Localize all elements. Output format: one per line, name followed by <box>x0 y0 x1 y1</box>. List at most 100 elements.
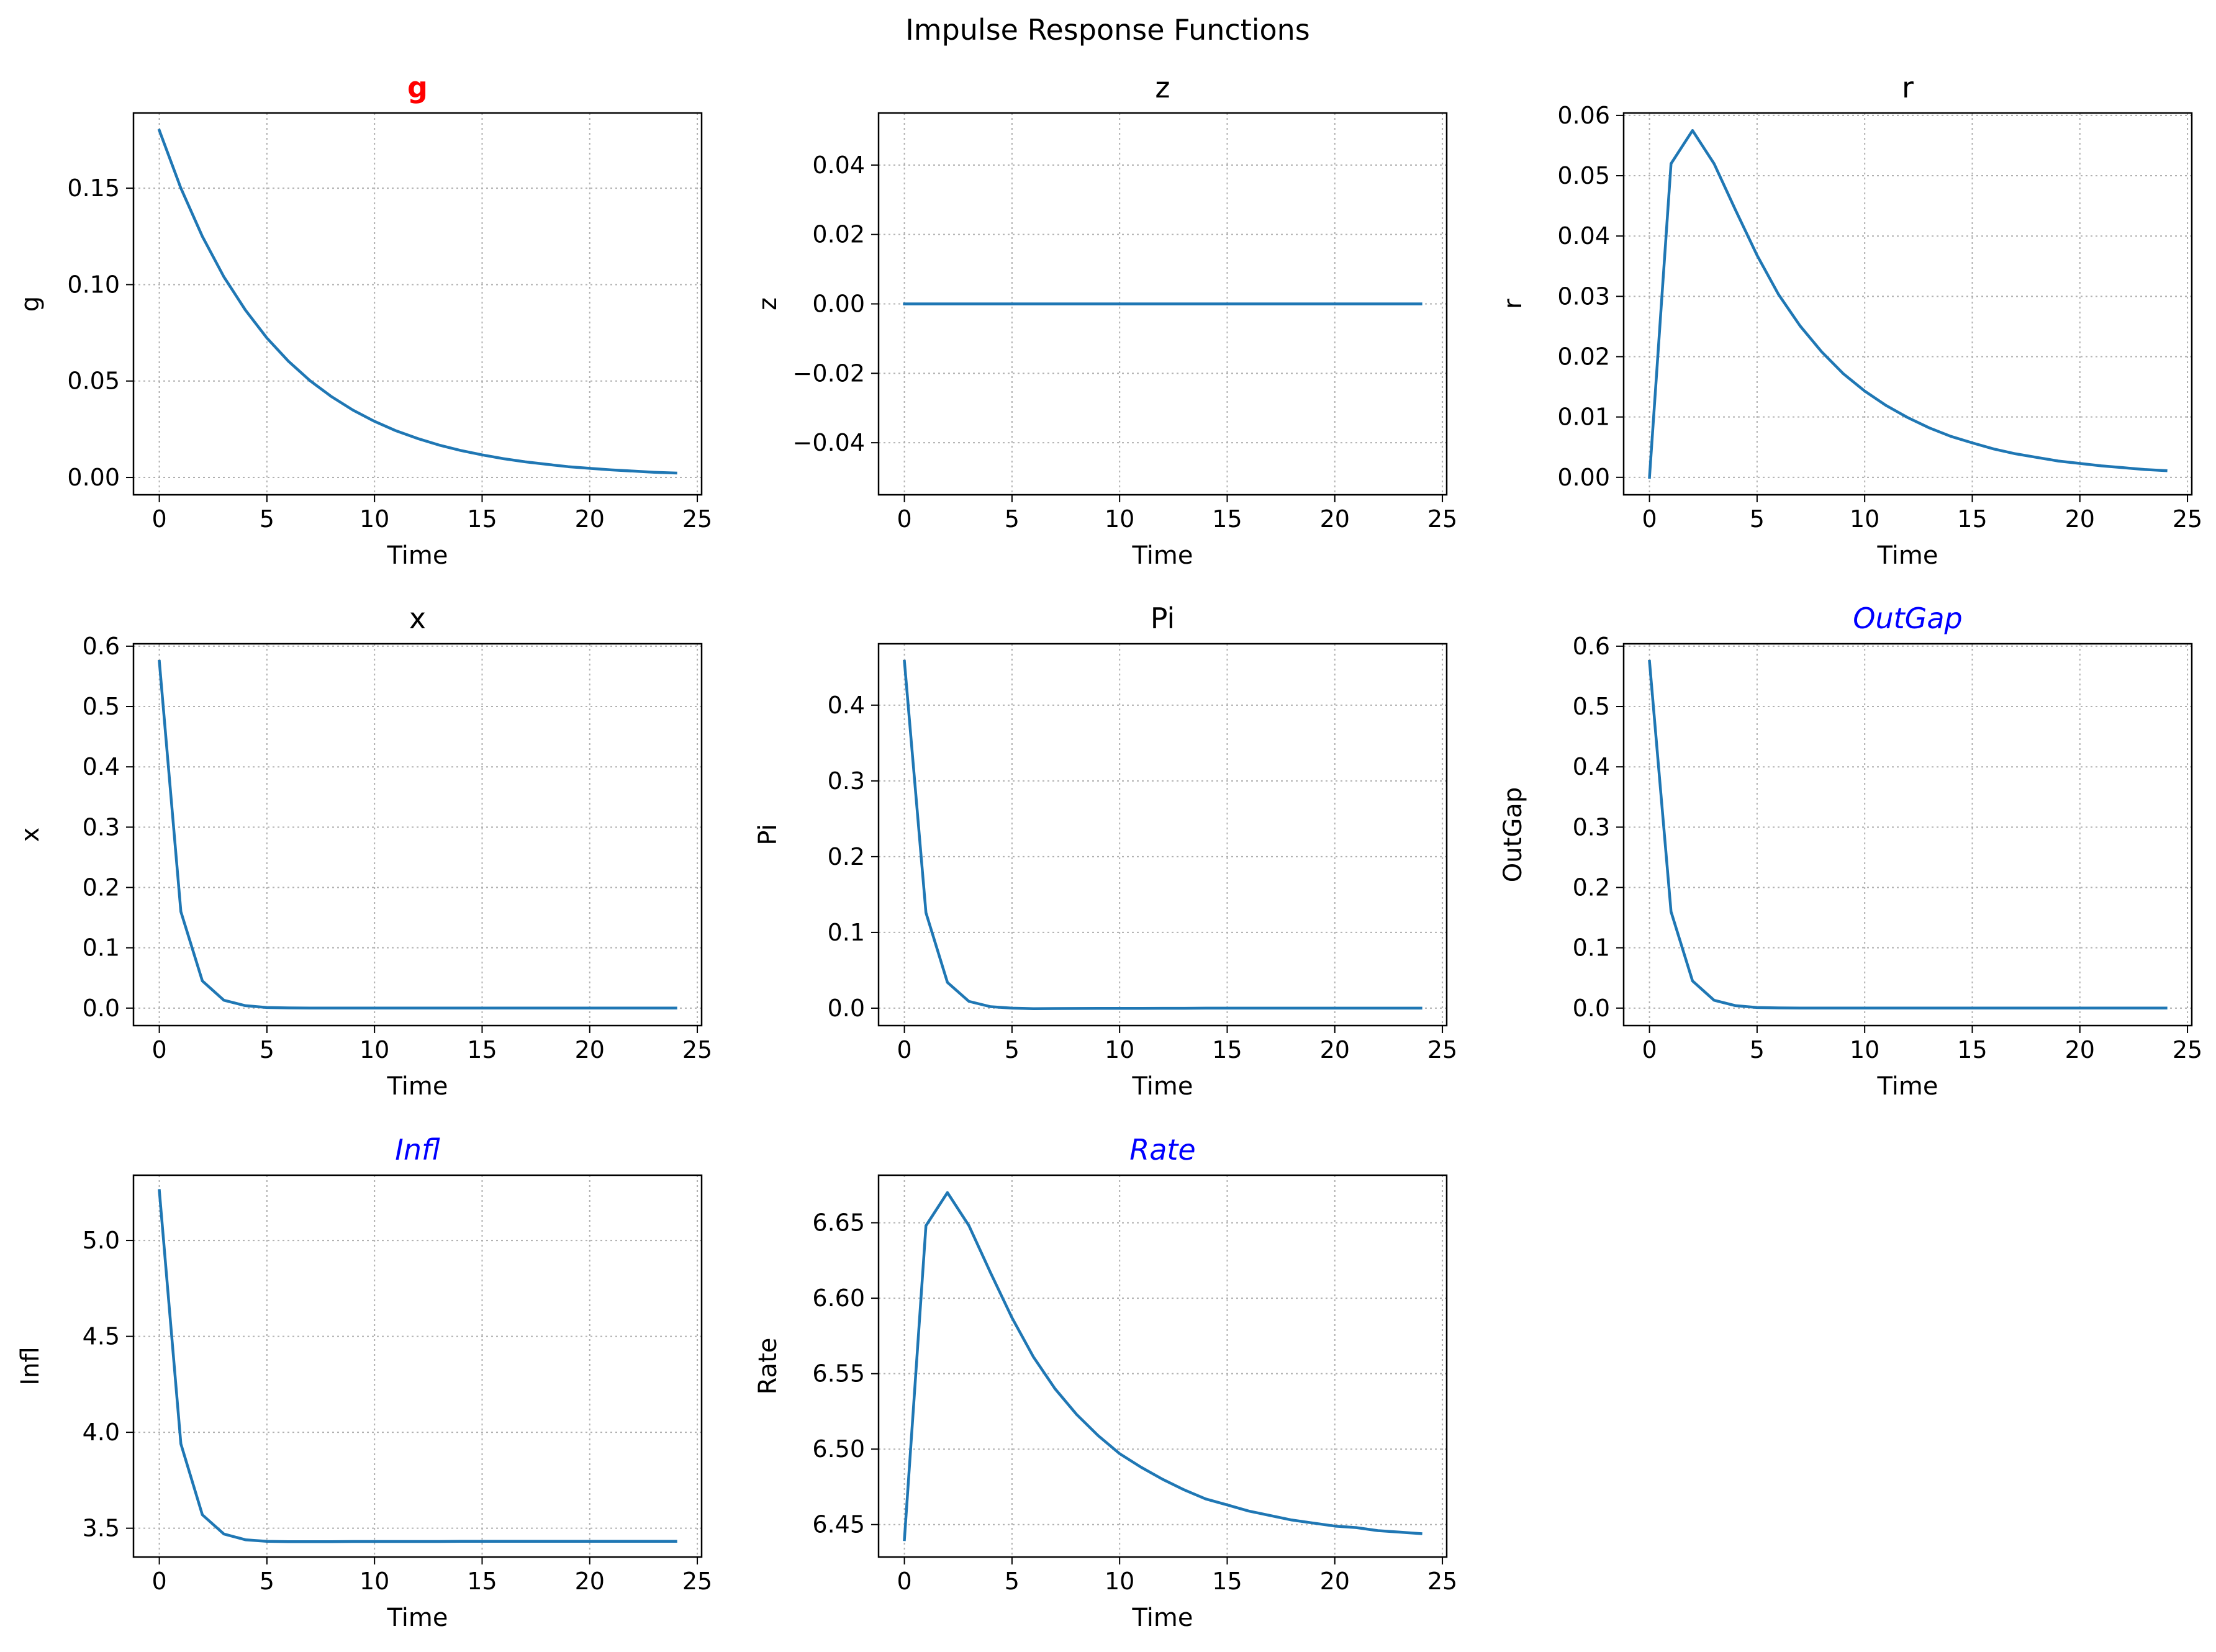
chart-4-xtick-label-0: 0 <box>152 1036 166 1063</box>
chart-5-ytick-label-1: 0.1 <box>828 919 865 946</box>
chart-3-ytick-label-0: 0.00 <box>1557 464 1610 491</box>
chart-1: 0 5 10 15 20 25 0.00 0.05 0.10 0.15 Time g g <box>16 71 712 570</box>
chart-5-xtick-label-3: 15 <box>1212 1036 1242 1063</box>
chart-7-ylabel: Infl <box>16 1347 45 1385</box>
chart-3-plot-frame <box>1622 112 2193 496</box>
chart-4-ytick-label-3: 0.3 <box>83 813 120 841</box>
chart-3-xtick-label-1: 5 <box>1750 505 1765 533</box>
chart-8-ylabel: Rate <box>754 1338 782 1395</box>
figure-title: Impulse Response Functions <box>905 13 1310 47</box>
chart-7: 0 5 10 15 20 25 3.5 4.0 4.5 5.0 Time Infl Infl <box>16 1133 712 1632</box>
chart-5-ytick-label-2: 0.2 <box>828 843 865 870</box>
chart-8-ytick-label-1: 6.50 <box>812 1435 865 1463</box>
chart-8-ytick-label-3: 6.60 <box>812 1284 865 1312</box>
chart-2-xtick-label-5: 25 <box>1427 505 1457 533</box>
chart-4-ytick-label-4: 0.4 <box>83 753 120 780</box>
chart-3-xtick-label-5: 25 <box>2173 505 2202 533</box>
chart-1-ytick-label-1: 0.05 <box>67 368 120 395</box>
chart-5-ytick-label-4: 0.4 <box>828 692 865 719</box>
chart-4-ytick-label-2: 0.2 <box>83 874 120 901</box>
chart-5-plot-frame <box>877 643 1448 1027</box>
chart-2-xtick-label-0: 0 <box>897 505 911 533</box>
chart-1-xtick-label-5: 25 <box>682 505 712 533</box>
chart-2-xtick-label-4: 20 <box>1320 505 1350 533</box>
chart-6-xtick-label-0: 0 <box>1642 1036 1657 1063</box>
chart-1-title: g <box>407 71 428 104</box>
chart-5-ytick-label-3: 0.3 <box>828 767 865 795</box>
chart-4-xtick-label-4: 20 <box>575 1036 605 1063</box>
chart-1-ytick-label-2: 0.10 <box>67 271 120 298</box>
chart-7-xtick-label-5: 25 <box>682 1568 712 1595</box>
chart-6-series-line <box>1648 659 2168 1010</box>
chart-2-title: z <box>1155 71 1170 104</box>
chart-5-xtick-label-0: 0 <box>897 1036 911 1063</box>
chart-4-xtick-label-5: 25 <box>682 1036 712 1063</box>
chart-8-xtick-label-2: 10 <box>1105 1568 1134 1595</box>
chart-7-xtick-label-3: 15 <box>467 1568 497 1595</box>
chart-7-xtick-label-1: 5 <box>260 1568 274 1595</box>
chart-3-ytick-label-3: 0.03 <box>1557 282 1610 310</box>
chart-2-xtick-label-2: 10 <box>1105 505 1134 533</box>
chart-3-ytick-label-6: 0.06 <box>1557 102 1610 129</box>
chart-6-ytick-label-1: 0.1 <box>1573 934 1610 962</box>
chart-6-ytick-label-4: 0.4 <box>1573 753 1610 780</box>
chart-5-xtick-label-4: 20 <box>1320 1036 1350 1063</box>
chart-5-xtick-label-2: 10 <box>1105 1036 1134 1063</box>
chart-4-xtick-label-2: 10 <box>360 1036 389 1063</box>
chart-6-ytick-label-3: 0.3 <box>1573 813 1610 841</box>
chart-2-ytick-label-4: 0.04 <box>812 151 865 179</box>
chart-6-ytick-label-2: 0.2 <box>1573 874 1610 901</box>
chart-4-xlabel: Time <box>387 1072 448 1101</box>
chart-1-ylabel: g <box>16 296 45 312</box>
chart-1-xlabel: Time <box>387 541 448 570</box>
chart-1-xtick-label-3: 15 <box>467 505 497 533</box>
chart-8: 0 5 10 15 20 25 6.45 6.50 6.55 6.60 6.65 Time Rate Ra… <box>754 1133 1457 1632</box>
chart-1-xtick-label-4: 20 <box>575 505 605 533</box>
chart-7-ytick-label-1: 4.0 <box>83 1419 120 1446</box>
chart-2: 0 5 10 15 20 25 −0.04 −0.02 0.00 0.02 0.04 Time z z <box>754 71 1457 570</box>
chart-8-title: Rate <box>1129 1133 1196 1167</box>
chart-4: 0 5 10 15 20 25 0.0 0.1 0.2 0.3 0.4 0.5 0.6 Time x x <box>16 602 712 1101</box>
chart-7-ytick-label-0: 3.5 <box>83 1515 120 1542</box>
chart-4-ylabel: x <box>16 828 45 842</box>
chart-8-ytick-label-0: 6.45 <box>812 1511 865 1538</box>
chart-5-xtick-label-5: 25 <box>1427 1036 1457 1063</box>
chart-7-series-line <box>158 1189 677 1543</box>
chart-6-xtick-label-2: 10 <box>1850 1036 1879 1063</box>
chart-7-ytick-label-2: 4.5 <box>83 1323 120 1350</box>
chart-6-ylabel: OutGap <box>1499 787 1527 882</box>
chart-2-ytick-label-0: −0.04 <box>793 429 865 456</box>
chart-1-series-line <box>157 129 677 475</box>
chart-6-ytick-label-0: 0.0 <box>1573 995 1610 1022</box>
chart-6-ytick-label-6: 0.6 <box>1573 633 1610 660</box>
chart-4-ytick-label-1: 0.1 <box>83 934 120 962</box>
chart-3-title: r <box>1902 71 1914 104</box>
chart-3-ylabel: r <box>1499 299 1527 309</box>
chart-7-xtick-label-0: 0 <box>152 1568 166 1595</box>
chart-7-xtick-label-4: 20 <box>575 1568 605 1595</box>
chart-4-ytick-label-0: 0.0 <box>83 995 120 1022</box>
chart-7-plot-frame <box>132 1174 703 1558</box>
chart-5-series-line <box>903 659 1422 1010</box>
chart-3-ytick-label-2: 0.02 <box>1557 343 1610 371</box>
chart-5: 0 5 10 15 20 25 0.0 0.1 0.2 0.3 0.4 Time Pi Pi <box>754 602 1457 1101</box>
chart-3-xlabel: Time <box>1877 541 1938 570</box>
chart-4-ytick-label-6: 0.6 <box>83 633 120 660</box>
chart-6-xtick-label-5: 25 <box>2173 1036 2202 1063</box>
chart-8-xtick-label-5: 25 <box>1427 1568 1457 1595</box>
chart-7-title: Infl <box>395 1133 440 1167</box>
chart-8-xlabel: Time <box>1132 1604 1193 1632</box>
chart-2-xtick-label-3: 15 <box>1212 505 1242 533</box>
chart-1-ytick-label-3: 0.15 <box>67 174 120 202</box>
chart-2-ytick-label-1: −0.02 <box>793 359 865 387</box>
chart-8-xtick-label-4: 20 <box>1320 1568 1350 1595</box>
chart-3: 0 5 10 15 20 25 0.00 0.01 0.02 0.03 0.04 0.05 0.06 Ti… <box>1499 71 2202 570</box>
chart-2-xtick-label-1: 5 <box>1005 505 1020 533</box>
chart-5-ytick-label-0: 0.0 <box>828 995 865 1022</box>
chart-1-xtick-label-0: 0 <box>152 505 166 533</box>
chart-6-title: OutGap <box>1853 602 1962 635</box>
chart-8-xtick-label-3: 15 <box>1212 1568 1242 1595</box>
chart-8-ytick-label-4: 6.65 <box>812 1209 865 1237</box>
chart-7-ytick-label-3: 5.0 <box>83 1227 120 1254</box>
